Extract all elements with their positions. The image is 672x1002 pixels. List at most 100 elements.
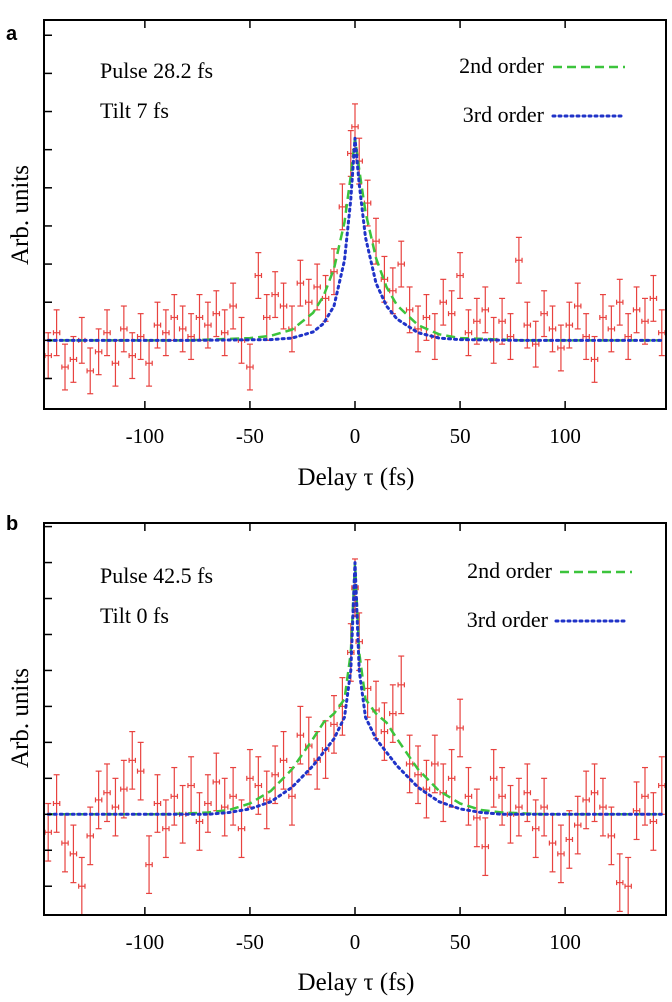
panel-b-data-point xyxy=(86,806,94,866)
panel-a-data-point xyxy=(632,286,641,334)
panel-b-data-point xyxy=(52,774,61,833)
panel-b-data-point xyxy=(204,774,212,833)
panel-b-data-point xyxy=(607,806,616,866)
panel-b-data-point xyxy=(531,799,540,859)
panel-a-data-point xyxy=(649,274,658,322)
panel-b-data-point xyxy=(414,745,422,805)
panel-b-tilt-annotation: Tilt 0 fs xyxy=(100,603,169,628)
panel-b-data-point xyxy=(237,799,246,859)
panel-a-data-point xyxy=(145,339,153,387)
panel-b-data-point xyxy=(523,763,532,823)
panel-b-data-point xyxy=(481,817,490,877)
panel-a-data-point xyxy=(195,293,204,341)
panel-a-data-point xyxy=(540,290,548,338)
panel-b-data-point xyxy=(78,856,86,915)
panel-b-data-point xyxy=(220,777,229,837)
panel-b-marks xyxy=(44,558,666,915)
panel-a-data-point xyxy=(548,305,557,353)
panel-b-data-point xyxy=(590,763,599,823)
panel-b-data-point xyxy=(212,752,221,812)
panel-b-data-point xyxy=(498,766,506,826)
panel-a-data-point xyxy=(405,286,414,334)
panel-a-xtick-label: 50 xyxy=(450,424,471,448)
panel-a-data-point xyxy=(506,313,515,361)
panel-b-ticks: -100 -50 0 50 100 xyxy=(44,523,581,954)
panel-a-legend: 2nd order 3rd order xyxy=(459,53,627,127)
panel-b-letter: b xyxy=(6,513,18,535)
panel-a-letter: a xyxy=(6,23,18,45)
panel-b-pulse-annotation: Pulse 42.5 fs xyxy=(100,563,213,588)
panel-a-data-point xyxy=(330,248,338,296)
panel-a-data-point xyxy=(86,347,94,395)
panel-b-data-point xyxy=(582,770,590,830)
panel-b-data-point xyxy=(136,741,145,801)
panel-b-data-point xyxy=(489,748,498,808)
panel-a-data-point xyxy=(531,320,540,368)
panel-b-third-order-fit xyxy=(46,561,664,816)
panel-b-xtick-label: -100 xyxy=(126,930,165,954)
panel-b-data-point xyxy=(120,759,128,819)
panel-a-data-point xyxy=(599,293,607,341)
panel-a-data-point xyxy=(624,313,632,361)
panel-b-data-point xyxy=(557,824,565,884)
panel-b-legend-label-3rd: 3rd order xyxy=(467,607,549,632)
panel-a-data-point xyxy=(658,309,666,357)
panel-b-data-point xyxy=(431,734,439,794)
panel-a-data-point xyxy=(422,293,431,341)
panel-b-data-point xyxy=(44,802,52,862)
panel-a-ticks: -100 -50 0 50 100 xyxy=(44,20,581,448)
panel-b-data-point xyxy=(397,655,405,715)
panel-b-xtick-label: 0 xyxy=(350,930,361,954)
panel-b-plot: -100 -50 0 50 100 xyxy=(43,522,667,954)
panel-b-data-point xyxy=(599,777,607,837)
panel-a-data-point xyxy=(162,309,170,357)
panel-b-data-point xyxy=(405,734,414,794)
panel-a-data-point xyxy=(464,309,473,357)
panel-b: b -100 -50 0 50 100 Pulse 42.5 fs Tilt 0 fs … xyxy=(6,513,667,996)
panel-b-data-point xyxy=(649,792,658,851)
panel-a-data-point xyxy=(447,290,456,338)
panel-a-data-point xyxy=(573,282,582,330)
panel-a-data-point xyxy=(94,328,103,376)
panel-a-data-point xyxy=(590,335,599,383)
panel-a-data-point xyxy=(481,286,490,334)
panel-b-data-point xyxy=(565,810,574,869)
panel-a: a -100 -50 0 50 100 Pulse 28.2 fs Tilt 7 fs … xyxy=(6,19,667,491)
panel-a-data-point xyxy=(473,297,481,345)
panel-b-xtick-label: 100 xyxy=(549,930,581,954)
panel-b-data-point xyxy=(271,745,279,805)
panel-a-data-point xyxy=(212,290,221,338)
panel-b-data-point xyxy=(153,774,162,833)
panel-b-data-point xyxy=(624,856,632,915)
panel-a-data-point xyxy=(397,240,405,288)
panel-a-data-point xyxy=(414,305,422,353)
panel-a-xtick-label: -100 xyxy=(126,424,165,448)
panel-a-data-point xyxy=(498,297,506,345)
panel-b-data-point xyxy=(632,781,641,841)
panel-a-data-point xyxy=(69,335,78,383)
panel-a-plot: -100 -50 0 50 100 xyxy=(43,19,667,448)
panel-b-data-point xyxy=(69,824,78,884)
panel-b-data-point xyxy=(94,770,103,830)
panel-b-data-point xyxy=(548,813,557,873)
panel-a-data-point xyxy=(103,309,111,357)
panel-a-data-point xyxy=(582,313,590,361)
panel-b-data-point xyxy=(658,756,666,815)
panel-a-data-point xyxy=(557,324,565,372)
panel-b-data-point xyxy=(473,788,481,848)
panel-a-data-point xyxy=(456,252,464,300)
panel-b-data-point xyxy=(288,766,296,826)
panel-a-data-point xyxy=(305,278,313,326)
panel-a-data-point xyxy=(111,339,120,387)
panel-a-data-point xyxy=(120,305,128,353)
panel-a-data-point xyxy=(271,271,279,319)
panel-a-legend-label-2nd: 2nd order xyxy=(459,53,545,78)
panel-b-data-point xyxy=(111,777,120,837)
panel-a-data-point xyxy=(262,293,271,341)
panel-a-third-order-fit xyxy=(46,136,664,342)
panel-b-data-point xyxy=(330,695,338,754)
panel-b-xlabel: Delay τ (fs) xyxy=(298,969,415,996)
panel-b-data-point xyxy=(573,795,582,855)
panel-b-data-point xyxy=(616,853,624,913)
panel-b-data-point xyxy=(422,759,431,819)
